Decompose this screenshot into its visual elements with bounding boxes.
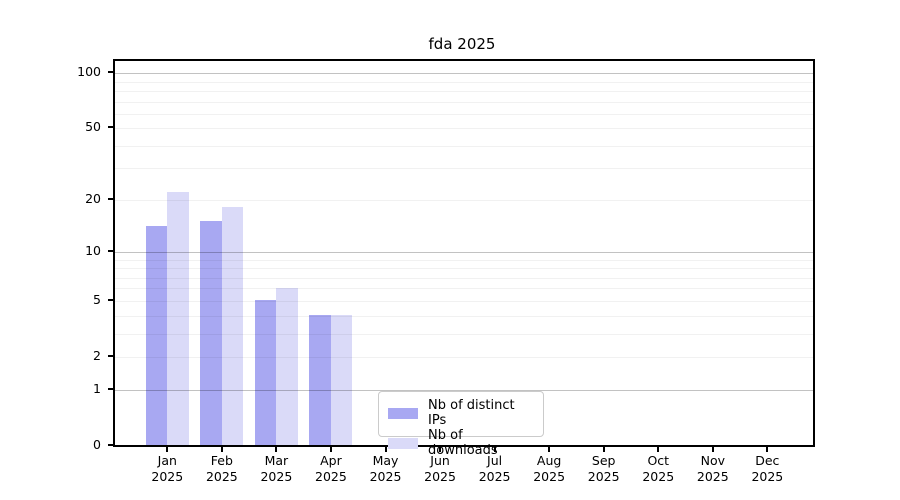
gridline-minor-8: [115, 268, 813, 270]
x-tick-label-sep: Sep 2025: [587, 452, 620, 484]
legend-swatch-distinct-ips: [388, 407, 418, 419]
x-tick-label-mar: Mar 2025: [260, 452, 293, 484]
y-tick-label-20: 20: [85, 190, 101, 206]
gridline-minor-6: [115, 288, 813, 290]
bar-downloads-apr: [330, 315, 353, 445]
y-tick-100: [108, 71, 114, 74]
bar-downloads-mar: [276, 287, 298, 445]
gridline-minor-9: [115, 259, 813, 261]
x-tick-label-oct: Oct 2025: [642, 452, 675, 484]
x-tick-mar: [275, 445, 278, 452]
x-tick-label-jan: Jan 2025: [151, 452, 184, 484]
gridline-minor-20: [115, 199, 813, 201]
y-tick-5: [108, 298, 114, 301]
gridline-minor-4: [115, 315, 813, 317]
y-tick-1: [108, 387, 114, 390]
gridline-minor-50: [115, 128, 813, 130]
bar-distinct-ips-mar: [254, 300, 277, 445]
gridline-minor-80: [115, 90, 813, 92]
legend-item-downloads: Nb of downloads: [388, 428, 534, 458]
legend: Nb of distinct IPs Nb of downloads: [378, 391, 544, 458]
x-tick-dec: [766, 445, 769, 452]
legend-swatch-downloads: [388, 437, 418, 449]
x-tick-label-dec: Dec 2025: [751, 452, 784, 484]
gridline-minor-5: [115, 300, 813, 302]
legend-item-distinct-ips: Nb of distinct IPs: [388, 398, 534, 428]
y-tick-label-2: 2: [93, 347, 101, 363]
gridline-minor-30: [115, 168, 813, 170]
x-tick-label-jul: Jul 2025: [478, 452, 511, 484]
gridline-minor-60: [115, 113, 813, 115]
x-tick-jul: [493, 445, 496, 452]
x-tick-may: [384, 445, 387, 452]
x-tick-label-may: May 2025: [369, 452, 402, 484]
x-tick-jan: [166, 445, 169, 452]
x-tick-jun: [439, 445, 442, 452]
gridline-minor-3: [115, 333, 813, 335]
y-tick-label-10: 10: [85, 243, 101, 258]
x-tick-sep: [602, 445, 605, 452]
gridline-minor-70: [115, 101, 813, 103]
bar-distinct-ips-feb: [200, 221, 222, 445]
gridline-minor-7: [115, 277, 813, 279]
gridline-major-1: [115, 389, 813, 391]
y-tick-label-0: 0: [93, 436, 101, 452]
plot-area: [113, 59, 815, 447]
bar-distinct-ips-apr: [309, 315, 331, 445]
y-tick-label-50: 50: [85, 119, 101, 135]
x-tick-nov: [711, 445, 714, 452]
legend-label-downloads: Nb of downloads: [428, 428, 498, 458]
legend-label-distinct-ips: Nb of distinct IPs: [428, 398, 515, 428]
y-tick-2: [108, 354, 114, 357]
gridline-minor-40: [115, 145, 813, 147]
y-tick-label-5: 5: [93, 291, 101, 307]
y-tick-label-1: 1: [93, 380, 101, 396]
bar-downloads-feb: [221, 207, 244, 445]
gridline-minor-90: [115, 81, 813, 83]
gridline-minor-2: [115, 356, 813, 358]
x-tick-oct: [657, 445, 660, 452]
y-tick-0: [108, 443, 114, 446]
x-tick-label-apr: Apr 2025: [315, 452, 347, 484]
x-tick-label-jun: Jun 2025: [424, 452, 456, 484]
y-tick-label-100: 100: [77, 64, 101, 80]
x-tick-label-nov: Nov 2025: [696, 452, 729, 484]
y-tick-50: [108, 126, 114, 129]
chart-title: fda 2025: [428, 35, 496, 53]
bar-distinct-ips-jan: [145, 226, 168, 445]
y-tick-20: [108, 197, 114, 200]
x-tick-aug: [548, 445, 551, 452]
gridline-major-10: [115, 252, 813, 253]
y-tick-10: [108, 250, 114, 252]
x-tick-apr: [329, 445, 332, 452]
x-tick-label-aug: Aug 2025: [533, 452, 566, 484]
x-tick-feb: [220, 445, 223, 452]
x-tick-label-feb: Feb 2025: [205, 452, 238, 484]
gridline-major-100: [115, 73, 813, 75]
bar-downloads-jan: [167, 192, 189, 445]
